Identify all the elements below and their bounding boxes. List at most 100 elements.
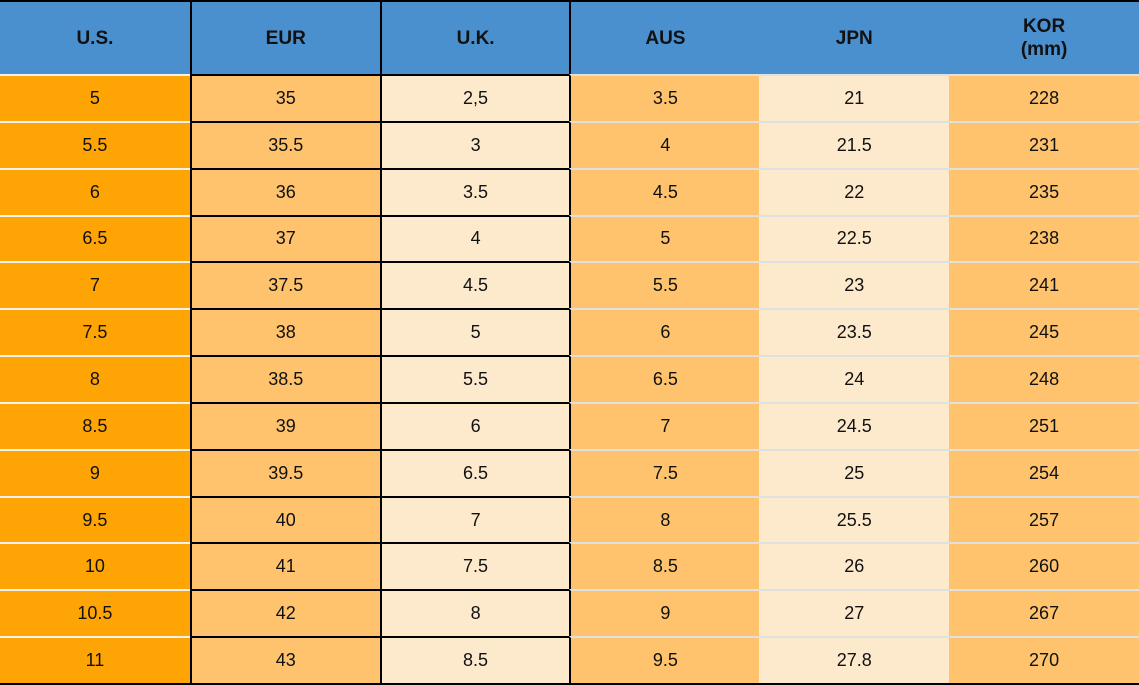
column-header-label: EUR — [265, 27, 306, 49]
cell-aus: 5 — [569, 214, 760, 262]
cell-us: 9 — [0, 448, 190, 496]
table-row: 6 36 3.5 4.5 22 235 — [0, 167, 1139, 215]
cell-us: 7 — [0, 261, 190, 309]
column-header-eur: EUR — [189, 2, 380, 74]
cell-uk: 4 — [379, 214, 570, 262]
cell-kor: 241 — [949, 261, 1139, 309]
column-header-label: AUS — [645, 27, 686, 49]
table-row: 9.5 40 7 8 25.5 257 — [0, 495, 1139, 543]
cell-aus: 8.5 — [569, 542, 760, 590]
cell-uk: 8.5 — [379, 636, 570, 683]
cell-kor: 257 — [949, 495, 1139, 543]
cell-uk: 5.5 — [379, 355, 570, 402]
table-row: 10.5 42 8 9 27 267 — [0, 589, 1139, 637]
cell-kor: 238 — [949, 214, 1139, 262]
cell-uk: 3.5 — [379, 167, 570, 215]
cell-aus: 7 — [569, 401, 760, 449]
cell-jpn: 27.8 — [759, 636, 950, 683]
cell-us: 7.5 — [0, 308, 190, 356]
cell-kor: 254 — [949, 448, 1139, 496]
column-header-aus: AUS — [569, 2, 760, 74]
cell-aus: 9.5 — [569, 636, 760, 683]
column-header-label: JPN — [835, 27, 873, 49]
table-row: 9 39.5 6.5 7.5 25 254 — [0, 448, 1139, 496]
column-header-label: KOR — [1022, 16, 1066, 37]
cell-kor: 270 — [949, 636, 1139, 683]
cell-us: 5 — [0, 74, 190, 121]
cell-uk: 7 — [379, 495, 570, 543]
column-header-label: U.S. — [76, 27, 114, 49]
cell-eur: 40 — [189, 495, 380, 543]
cell-kor: 267 — [949, 589, 1139, 637]
cell-aus: 9 — [569, 589, 760, 637]
cell-aus: 4 — [569, 120, 760, 168]
table-row: 10 41 7.5 8.5 26 260 — [0, 542, 1139, 590]
cell-eur: 39 — [189, 401, 380, 449]
cell-us: 10 — [0, 542, 190, 590]
cell-jpn: 24 — [759, 355, 950, 402]
cell-eur: 43 — [189, 636, 380, 683]
cell-eur: 37 — [189, 214, 380, 262]
cell-eur: 36 — [189, 167, 380, 215]
cell-jpn: 26 — [759, 542, 950, 590]
cell-jpn: 23.5 — [759, 308, 950, 356]
cell-kor: 235 — [949, 167, 1139, 215]
table-row: 5 35 2,5 3.5 21 228 — [0, 74, 1139, 121]
cell-eur: 41 — [189, 542, 380, 590]
column-header-uk: U.K. — [379, 2, 570, 74]
cell-kor: 228 — [949, 74, 1139, 121]
cell-jpn: 23 — [759, 261, 950, 309]
cell-eur: 42 — [189, 589, 380, 637]
cell-uk: 8 — [379, 589, 570, 637]
cell-us: 8.5 — [0, 401, 190, 449]
cell-eur: 35.5 — [189, 120, 380, 168]
cell-kor: 248 — [949, 355, 1139, 402]
cell-kor: 245 — [949, 308, 1139, 356]
cell-us: 8 — [0, 355, 190, 402]
table-row: 7.5 38 5 6 23.5 245 — [0, 308, 1139, 356]
table-row: 8 38.5 5.5 6.5 24 248 — [0, 355, 1139, 402]
cell-us: 6.5 — [0, 214, 190, 262]
table-row: 7 37.5 4.5 5.5 23 241 — [0, 261, 1139, 309]
column-header-label: U.K. — [456, 27, 495, 49]
cell-eur: 35 — [189, 74, 380, 121]
cell-uk: 4.5 — [379, 261, 570, 309]
cell-aus: 8 — [569, 495, 760, 543]
cell-us: 5.5 — [0, 120, 190, 168]
column-header-jpn: JPN — [759, 2, 950, 74]
cell-aus: 6 — [569, 308, 760, 356]
column-header-sublabel: (mm) — [1020, 39, 1068, 60]
table-body: 5 35 2,5 3.5 21 228 5.5 35.5 3 4 21.5 231 6 36 3.5 4.5 2… — [0, 74, 1139, 683]
table-row: 6.5 37 4 5 22.5 238 — [0, 214, 1139, 262]
cell-aus: 6.5 — [569, 355, 760, 402]
cell-jpn: 21.5 — [759, 120, 950, 168]
column-header-kor: KOR (mm) — [949, 2, 1139, 74]
header-row: U.S. EUR U.K. AUS JPN KOR (mm) — [0, 2, 1139, 74]
cell-eur: 37.5 — [189, 261, 380, 309]
cell-kor: 231 — [949, 120, 1139, 168]
cell-us: 11 — [0, 636, 190, 683]
table-row: 8.5 39 6 7 24.5 251 — [0, 401, 1139, 449]
cell-kor: 260 — [949, 542, 1139, 590]
cell-jpn: 21 — [759, 74, 950, 121]
cell-uk: 2,5 — [379, 74, 570, 121]
cell-jpn: 25.5 — [759, 495, 950, 543]
cell-eur: 39.5 — [189, 448, 380, 496]
table-row: 5.5 35.5 3 4 21.5 231 — [0, 120, 1139, 168]
cell-uk: 5 — [379, 308, 570, 356]
cell-eur: 38 — [189, 308, 380, 356]
cell-jpn: 22 — [759, 167, 950, 215]
cell-aus: 5.5 — [569, 261, 760, 309]
cell-uk: 6 — [379, 401, 570, 449]
cell-uk: 7.5 — [379, 542, 570, 590]
cell-kor: 251 — [949, 401, 1139, 449]
cell-us: 10.5 — [0, 589, 190, 637]
cell-aus: 3.5 — [569, 74, 760, 121]
cell-jpn: 22.5 — [759, 214, 950, 262]
table-row: 11 43 8.5 9.5 27.8 270 — [0, 636, 1139, 683]
cell-jpn: 24.5 — [759, 401, 950, 449]
cell-jpn: 27 — [759, 589, 950, 637]
cell-us: 6 — [0, 167, 190, 215]
cell-jpn: 25 — [759, 448, 950, 496]
